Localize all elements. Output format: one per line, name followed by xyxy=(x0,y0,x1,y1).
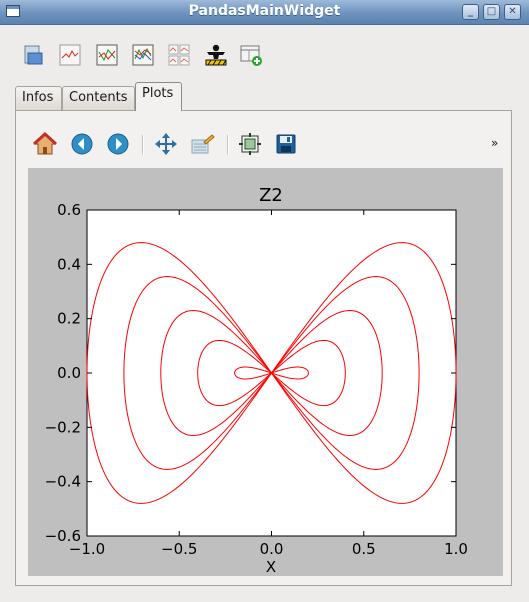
save-icon[interactable] xyxy=(275,133,297,155)
tab-infos[interactable]: Infos xyxy=(15,86,62,110)
window-title: PandasMainWidget xyxy=(188,3,341,19)
y-tick-label: 0.0 xyxy=(57,364,81,382)
subplots-icon[interactable] xyxy=(168,44,190,66)
plots-panel: » −1.0 −0.5 0.0 0.5 1.0 −0.6 −0.4 −0.2 0.0 0.2 0.4… xyxy=(15,110,512,586)
x-tick-label: 1.0 xyxy=(444,540,468,558)
x-tick-label: −0.5 xyxy=(161,540,197,558)
toolbar-overflow-button[interactable]: » xyxy=(491,136,499,150)
y-tick-label: 0.2 xyxy=(57,310,81,328)
ticks-group: −1.0 −0.5 0.0 0.5 1.0 −0.6 −0.4 −0.2 0.0 0.2 0.4 0.… xyxy=(45,201,468,558)
chart-title: Z2 xyxy=(259,185,283,206)
home-icon[interactable] xyxy=(32,131,58,156)
window-titlebar[interactable]: PandasMainWidget _ □ ✕ xyxy=(0,0,529,25)
tab-plots[interactable]: Plots xyxy=(135,82,182,111)
y-tick-label: −0.6 xyxy=(45,527,81,545)
y-tick-label: −0.2 xyxy=(45,418,81,436)
add-panel-icon[interactable] xyxy=(240,44,262,66)
y-tick-label: 0.6 xyxy=(57,201,81,219)
y-tick-label: −0.4 xyxy=(45,473,81,491)
plot-canvas[interactable]: −1.0 −0.5 0.0 0.5 1.0 −0.6 −0.4 −0.2 0.0 0.2 0.4 0.… xyxy=(28,168,503,576)
x-axis-label: X xyxy=(266,558,276,576)
multi-line-plot-icon[interactable] xyxy=(96,44,118,66)
overlay-plot-icon[interactable] xyxy=(132,44,154,66)
tab-infos-label: Infos xyxy=(22,90,54,105)
close-button[interactable]: ✕ xyxy=(504,4,521,20)
x-tick-label: 0.0 xyxy=(260,540,284,558)
series-curve-5 xyxy=(234,366,309,380)
toolbar-separator xyxy=(227,135,229,155)
tab-plots-label: Plots xyxy=(142,86,174,101)
maximize-button[interactable]: □ xyxy=(483,4,500,20)
run-script-icon[interactable] xyxy=(204,43,228,67)
table-import-icon[interactable] xyxy=(22,44,44,66)
chart-svg: −1.0 −0.5 0.0 0.5 1.0 −0.6 −0.4 −0.2 0.0 0.2 0.4 0.… xyxy=(45,185,468,576)
toolbar-separator xyxy=(142,135,144,155)
curves-group xyxy=(86,242,457,504)
back-icon[interactable] xyxy=(71,133,93,155)
y-tick-label: 0.4 xyxy=(57,255,81,273)
x-tick-label: −1.0 xyxy=(69,540,105,558)
zoom-icon[interactable] xyxy=(191,133,215,155)
tab-contents[interactable]: Contents xyxy=(62,86,135,110)
configure-subplots-icon[interactable] xyxy=(239,133,261,155)
minimize-button[interactable]: _ xyxy=(462,4,479,20)
line-plot-icon[interactable] xyxy=(59,44,81,66)
window-menu-icon[interactable] xyxy=(6,5,20,17)
forward-icon[interactable] xyxy=(107,133,129,155)
tab-contents-label: Contents xyxy=(69,90,128,105)
plot-toolbar: » xyxy=(31,129,501,157)
pan-icon[interactable] xyxy=(154,132,178,156)
x-tick-label: 0.5 xyxy=(352,540,376,558)
